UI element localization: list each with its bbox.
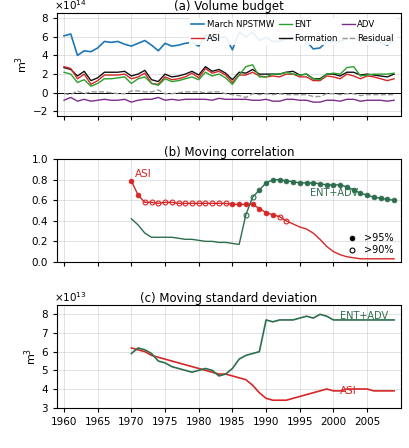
Title: (b) Moving correlation: (b) Moving correlation xyxy=(164,146,294,159)
Title: (a) Volume budget: (a) Volume budget xyxy=(174,0,284,13)
Y-axis label: m$^3$: m$^3$ xyxy=(13,56,30,73)
Text: $\times10^{14}$: $\times10^{14}$ xyxy=(54,0,87,13)
Text: ENT+ADV: ENT+ADV xyxy=(340,311,388,321)
Text: $\times10^{13}$: $\times10^{13}$ xyxy=(54,290,87,304)
Title: (c) Moving standard deviation: (c) Moving standard deviation xyxy=(140,292,318,305)
Legend: >95%, >90%: >95%, >90% xyxy=(340,231,396,257)
Y-axis label: m$^3$: m$^3$ xyxy=(22,348,39,365)
Legend: March NPSTMW, ASI, ENT, Formation, ADV, Residual: March NPSTMW, ASI, ENT, Formation, ADV, … xyxy=(189,18,396,45)
Text: ENT+ADV: ENT+ADV xyxy=(310,188,358,198)
Text: ASI: ASI xyxy=(340,386,357,396)
Text: ASI: ASI xyxy=(135,169,151,179)
